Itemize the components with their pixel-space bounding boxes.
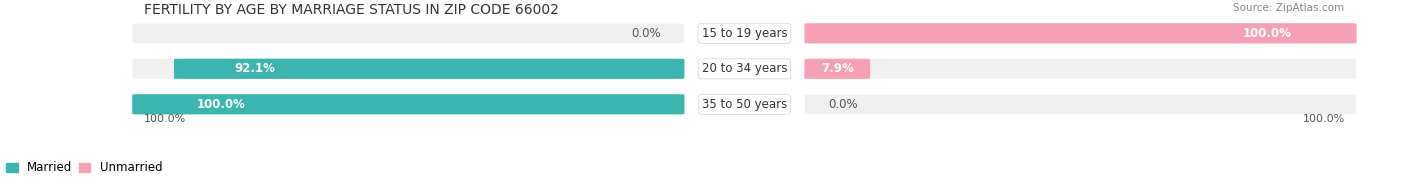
Text: 100.0%: 100.0% xyxy=(1302,114,1344,124)
Text: 100.0%: 100.0% xyxy=(145,114,187,124)
FancyBboxPatch shape xyxy=(804,23,1357,44)
FancyBboxPatch shape xyxy=(804,59,1357,79)
Text: FERTILITY BY AGE BY MARRIAGE STATUS IN ZIP CODE 66002: FERTILITY BY AGE BY MARRIAGE STATUS IN Z… xyxy=(145,3,560,17)
Text: 100.0%: 100.0% xyxy=(197,98,246,111)
Text: Source: ZipAtlas.com: Source: ZipAtlas.com xyxy=(1233,3,1344,13)
Text: 100.0%: 100.0% xyxy=(1243,27,1292,40)
FancyBboxPatch shape xyxy=(132,94,685,114)
Text: 15 to 19 years: 15 to 19 years xyxy=(702,27,787,40)
Text: 35 to 50 years: 35 to 50 years xyxy=(702,98,787,111)
FancyBboxPatch shape xyxy=(804,94,1357,114)
FancyBboxPatch shape xyxy=(804,23,1357,44)
Text: 92.1%: 92.1% xyxy=(235,62,276,75)
FancyBboxPatch shape xyxy=(132,59,685,79)
FancyBboxPatch shape xyxy=(132,94,685,114)
FancyBboxPatch shape xyxy=(132,23,685,44)
Text: 0.0%: 0.0% xyxy=(631,27,661,40)
FancyBboxPatch shape xyxy=(804,59,870,79)
Text: 20 to 34 years: 20 to 34 years xyxy=(702,62,787,75)
Text: 0.0%: 0.0% xyxy=(828,98,858,111)
Legend: Married, Unmarried: Married, Unmarried xyxy=(1,156,167,179)
Text: 7.9%: 7.9% xyxy=(821,62,853,75)
FancyBboxPatch shape xyxy=(174,59,685,79)
